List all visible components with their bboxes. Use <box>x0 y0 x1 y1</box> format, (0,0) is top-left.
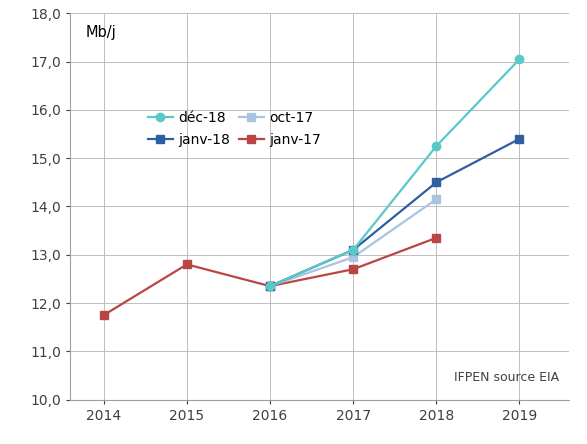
oct-17 <box>433 197 440 202</box>
janv-18 <box>433 180 440 185</box>
déc-18 <box>433 143 440 149</box>
janv-17 <box>183 262 190 267</box>
Text: Mb/j: Mb/j <box>86 25 116 40</box>
janv-17 <box>266 283 274 289</box>
oct-17 <box>266 283 274 289</box>
Line: janv-17: janv-17 <box>100 234 440 319</box>
déc-18 <box>516 56 523 62</box>
Line: déc-18: déc-18 <box>266 55 524 290</box>
janv-18 <box>350 247 357 253</box>
Legend: déc-18, janv-18, oct-17, janv-17: déc-18, janv-18, oct-17, janv-17 <box>142 105 326 153</box>
Line: oct-17: oct-17 <box>266 195 440 290</box>
janv-17 <box>433 235 440 241</box>
déc-18 <box>350 247 357 253</box>
Line: janv-18: janv-18 <box>266 135 524 290</box>
janv-17 <box>350 266 357 272</box>
oct-17 <box>350 254 357 260</box>
janv-18 <box>516 136 523 142</box>
janv-18 <box>266 283 274 289</box>
janv-17 <box>100 313 107 318</box>
déc-18 <box>266 283 274 289</box>
Text: IFPEN source EIA: IFPEN source EIA <box>454 371 559 384</box>
